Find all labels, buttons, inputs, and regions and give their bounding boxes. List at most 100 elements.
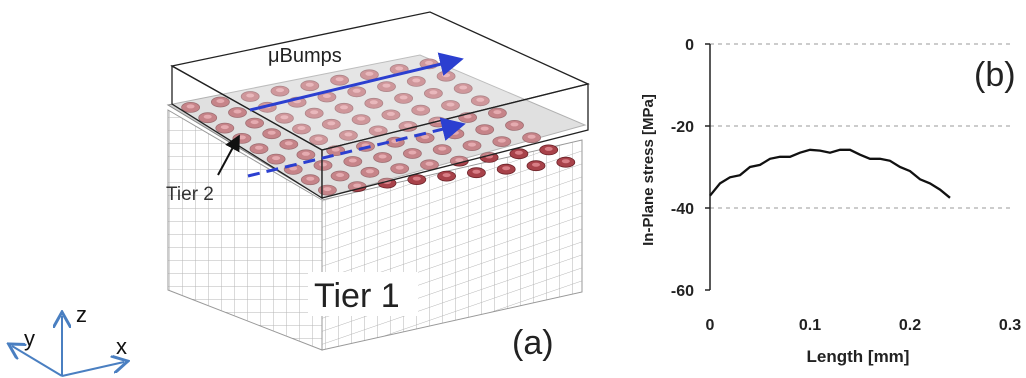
bump-highlight bbox=[344, 132, 353, 137]
bump-highlight bbox=[425, 161, 434, 166]
x-axis-label: Length [mm] bbox=[807, 347, 910, 366]
bump-highlight bbox=[459, 85, 468, 90]
bump-highlight bbox=[327, 121, 336, 126]
grid-lines bbox=[710, 43, 1010, 209]
bump-highlight bbox=[310, 110, 319, 115]
bump-highlight bbox=[476, 97, 485, 102]
bump-highlight bbox=[502, 166, 511, 171]
label-tier2: Tier 2 bbox=[166, 184, 214, 205]
bump-highlight bbox=[412, 176, 421, 181]
bump-highlight bbox=[438, 146, 447, 151]
bump-highlight bbox=[233, 109, 242, 114]
bump-highlight bbox=[514, 150, 523, 155]
bump-highlight bbox=[246, 93, 255, 98]
x-tick-label: 0 bbox=[706, 317, 715, 334]
bump-highlight bbox=[352, 88, 361, 93]
bump-highlight bbox=[421, 135, 430, 139]
bump-highlight bbox=[455, 158, 464, 163]
bump-highlight bbox=[280, 115, 289, 120]
bump-highlight bbox=[365, 169, 374, 174]
bump-highlight bbox=[510, 122, 519, 127]
stress-series-line bbox=[709, 148, 951, 199]
x-ticks: 0 0.1 0.2 0.3 bbox=[706, 317, 1022, 334]
bump-highlight bbox=[357, 116, 366, 121]
x-tick-label: 0.1 bbox=[799, 317, 821, 334]
bump-highlight bbox=[382, 83, 391, 88]
bump-highlight bbox=[216, 99, 225, 103]
bump-highlight bbox=[386, 111, 395, 116]
bump-highlight bbox=[323, 187, 332, 192]
fig-a-3d-model: μBumps Tier 2 Tier 1 (a) z y x bbox=[0, 11, 590, 377]
bump-highlight bbox=[331, 147, 340, 152]
top-slab bbox=[170, 11, 590, 200]
bump-highlight bbox=[203, 114, 212, 119]
bump-highlight bbox=[399, 95, 408, 100]
bump-highlight bbox=[186, 104, 195, 109]
bump-highlight bbox=[468, 142, 476, 147]
bump-highlight bbox=[446, 102, 455, 107]
bump-highlight bbox=[480, 126, 489, 131]
bump-highlight bbox=[374, 127, 383, 132]
bump-highlight bbox=[532, 162, 540, 167]
bump-highlight bbox=[463, 114, 472, 119]
y-tick-label: -60 bbox=[671, 283, 694, 300]
bump-highlight bbox=[276, 88, 284, 93]
bump-highlight bbox=[472, 169, 481, 174]
bump-highlight bbox=[404, 123, 412, 128]
bump-highlight bbox=[297, 126, 306, 130]
bump-highlight bbox=[408, 150, 417, 155]
bump-highlight bbox=[319, 162, 327, 167]
bump-highlight bbox=[284, 141, 293, 146]
y-ticks: 0 -20 -40 -60 bbox=[671, 37, 710, 300]
y-tick-label: 0 bbox=[685, 37, 694, 54]
bump-highlight bbox=[395, 165, 404, 170]
coordinate-axes: z y x bbox=[12, 302, 127, 377]
label-bumps: μBumps bbox=[268, 45, 342, 67]
bump-highlight bbox=[267, 130, 276, 135]
bump-highlight bbox=[378, 154, 387, 159]
y-tick-label: -40 bbox=[671, 201, 694, 218]
axis-z-label: z bbox=[76, 302, 87, 327]
label-tier1: Tier 1 bbox=[314, 277, 400, 315]
bump-highlight bbox=[340, 105, 348, 110]
bump-highlight bbox=[348, 158, 357, 163]
axis-x-label: x bbox=[116, 334, 127, 359]
bump-highlight bbox=[335, 77, 344, 82]
panel-b-label: (b) bbox=[974, 56, 1016, 94]
bump-array bbox=[181, 58, 576, 196]
bump-highlight bbox=[429, 90, 438, 95]
dashed-arrow bbox=[247, 117, 466, 178]
bump-highlight bbox=[442, 173, 451, 178]
bump-highlight bbox=[493, 110, 502, 115]
bump-highlight bbox=[272, 156, 281, 161]
stress-chart: 0 -20 -40 -60 0 0.1 0.2 0.3 In-Plane stress [M… bbox=[640, 37, 1022, 366]
bump-highlight bbox=[289, 166, 298, 171]
y-axis-label: In-Plane stress [MPa] bbox=[640, 94, 657, 246]
bump-highlight bbox=[365, 71, 374, 76]
bump-highlight bbox=[369, 100, 378, 105]
tier2-layer bbox=[166, 54, 587, 199]
bump-highlight bbox=[425, 60, 433, 65]
bump-highlight bbox=[301, 151, 310, 156]
x-tick-label: 0.3 bbox=[999, 317, 1021, 334]
bump-highlight bbox=[412, 78, 421, 83]
bump-highlight bbox=[395, 66, 404, 71]
axis-y-label: y bbox=[24, 326, 35, 351]
bump-highlight bbox=[561, 159, 570, 164]
panel-a-label: (a) bbox=[512, 324, 554, 362]
x-tick-label: 0.2 bbox=[899, 317, 921, 334]
bump-highlight bbox=[527, 134, 536, 139]
bump-highlight bbox=[544, 146, 553, 151]
bump-highlight bbox=[255, 145, 263, 150]
bump-highlight bbox=[305, 82, 314, 87]
bump-highlight bbox=[322, 94, 331, 98]
bump-highlight bbox=[416, 107, 425, 112]
bump-highlight bbox=[306, 176, 315, 181]
bump-highlight bbox=[250, 120, 259, 125]
y-tick-label: -20 bbox=[671, 119, 694, 136]
bump-highlight bbox=[353, 183, 362, 188]
solid-arrow bbox=[249, 52, 464, 112]
bump-highlight bbox=[220, 125, 229, 130]
bump-highlight bbox=[497, 138, 506, 143]
tier2-pointer bbox=[217, 134, 240, 176]
